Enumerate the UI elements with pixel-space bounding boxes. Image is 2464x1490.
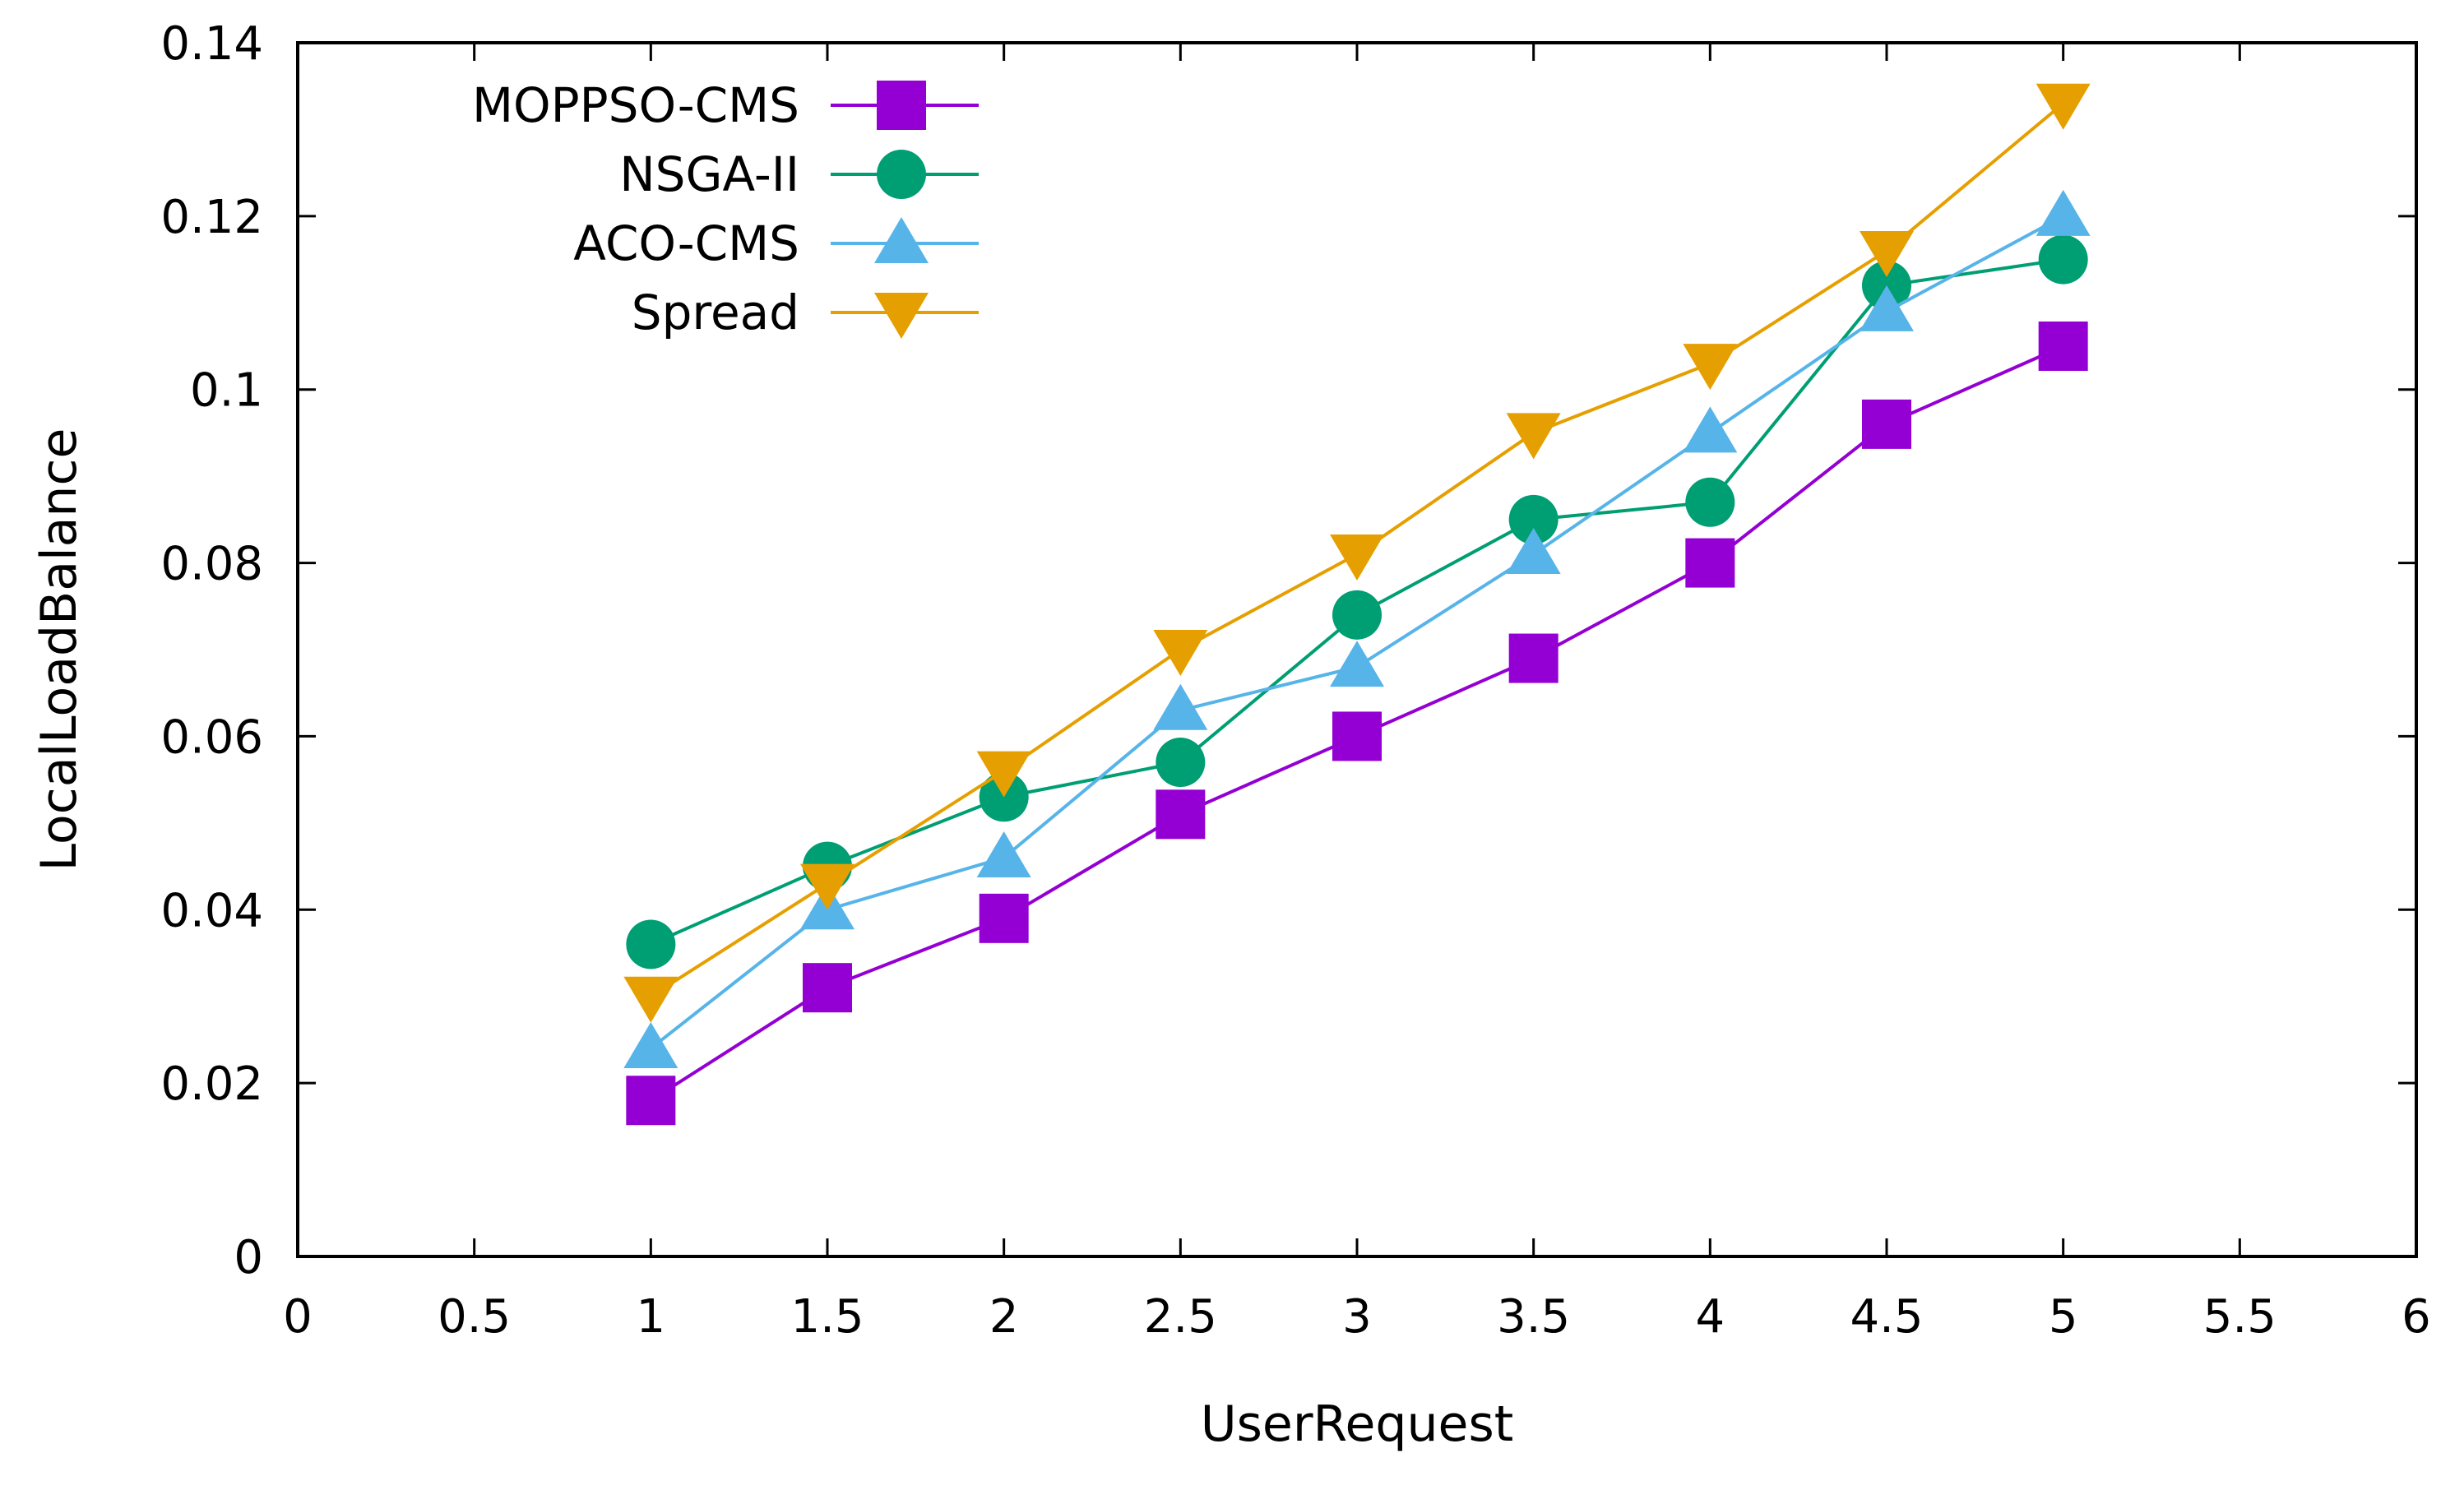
data-point [1156,738,1206,788]
y-tick-label: 0.1 [190,364,263,418]
legend-label: NSGA-II [619,146,799,202]
data-point [1508,633,1559,683]
legend-entry: NSGA-II [619,146,979,202]
data-point [803,963,852,1013]
data-point [2038,234,2088,285]
legend-marker [877,150,926,199]
data-point [1860,285,1914,331]
legend-marker [877,81,926,130]
data-point [1506,528,1561,575]
data-point [976,751,1031,798]
legend-marker [874,293,929,339]
y-tick-label: 0.08 [160,538,263,591]
x-axis-title: UserRequest [1201,1395,1513,1453]
x-tick-label: 4 [1696,1290,1725,1344]
legend-entry: Spread [632,285,979,340]
x-tick-label: 2.5 [1144,1290,1217,1344]
data-point [623,1021,679,1068]
data-point [976,831,1031,878]
series-layer [623,83,2091,1126]
y-axis-title: LocalLoadBalance [30,428,88,872]
data-point [1332,711,1382,761]
data-point [1506,413,1561,460]
data-point [1683,406,1738,453]
data-point [1508,494,1559,544]
x-tick-label: 1 [637,1290,666,1344]
x-tick-label: 4.5 [1850,1290,1923,1344]
series-moppso-cms [626,322,2088,1126]
y-tick-label: 0 [234,1231,263,1284]
data-point [1685,477,1735,527]
data-point [1153,683,1208,730]
data-point [1860,231,1914,278]
x-tick-label: 0 [283,1290,313,1344]
legend-entry: MOPPSO-CMS [472,77,979,133]
data-point [2036,83,2091,130]
data-point [1685,538,1735,588]
data-point [979,893,1029,943]
y-tick-label: 0.06 [160,710,263,764]
data-point [1332,590,1382,640]
data-point [1683,344,1738,391]
y-tick-label: 0.12 [160,191,263,244]
series-aco-cms [623,189,2091,1068]
y-tick-label: 0.02 [160,1057,263,1111]
legend-label: Spread [632,285,799,340]
data-point [626,1076,676,1126]
data-point [2036,189,2091,236]
legend-marker [874,217,929,263]
x-tick-label: 3 [1342,1290,1372,1344]
data-point [1330,534,1384,581]
series-spread [623,83,2091,1023]
x-tick-label: 1.5 [790,1290,864,1344]
x-tick-label: 6 [2401,1290,2431,1344]
legend-label: ACO-CMS [573,215,799,271]
data-point [1156,789,1206,840]
legend: MOPPSO-CMS NSGA-II ACO-CMS Spread [472,77,979,340]
legend-label: MOPPSO-CMS [472,77,799,133]
x-tick-label: 5 [2049,1290,2078,1344]
data-point [1330,641,1384,687]
plot-frame [296,41,2418,1258]
y-tick-label: 0.14 [160,17,263,71]
data-point [1862,399,1911,449]
data-point [1153,630,1208,676]
x-tick-label: 5.5 [2203,1290,2276,1344]
x-tick-label: 0.5 [438,1290,511,1344]
legend-entry: ACO-CMS [573,215,979,271]
data-point [800,863,855,910]
data-point [626,919,676,969]
x-tick-label: 3.5 [1497,1290,1570,1344]
data-point [2038,322,2088,371]
y-tick-label: 0.04 [160,884,263,937]
data-point [623,976,679,1023]
tick-labels: 0 0.5 1 1.5 2 2.5 3 3.5 4 4.5 5 5.5 6 0 0.02 0.04 0.06 0.… [160,17,2431,1344]
x-tick-label: 2 [989,1290,1019,1344]
